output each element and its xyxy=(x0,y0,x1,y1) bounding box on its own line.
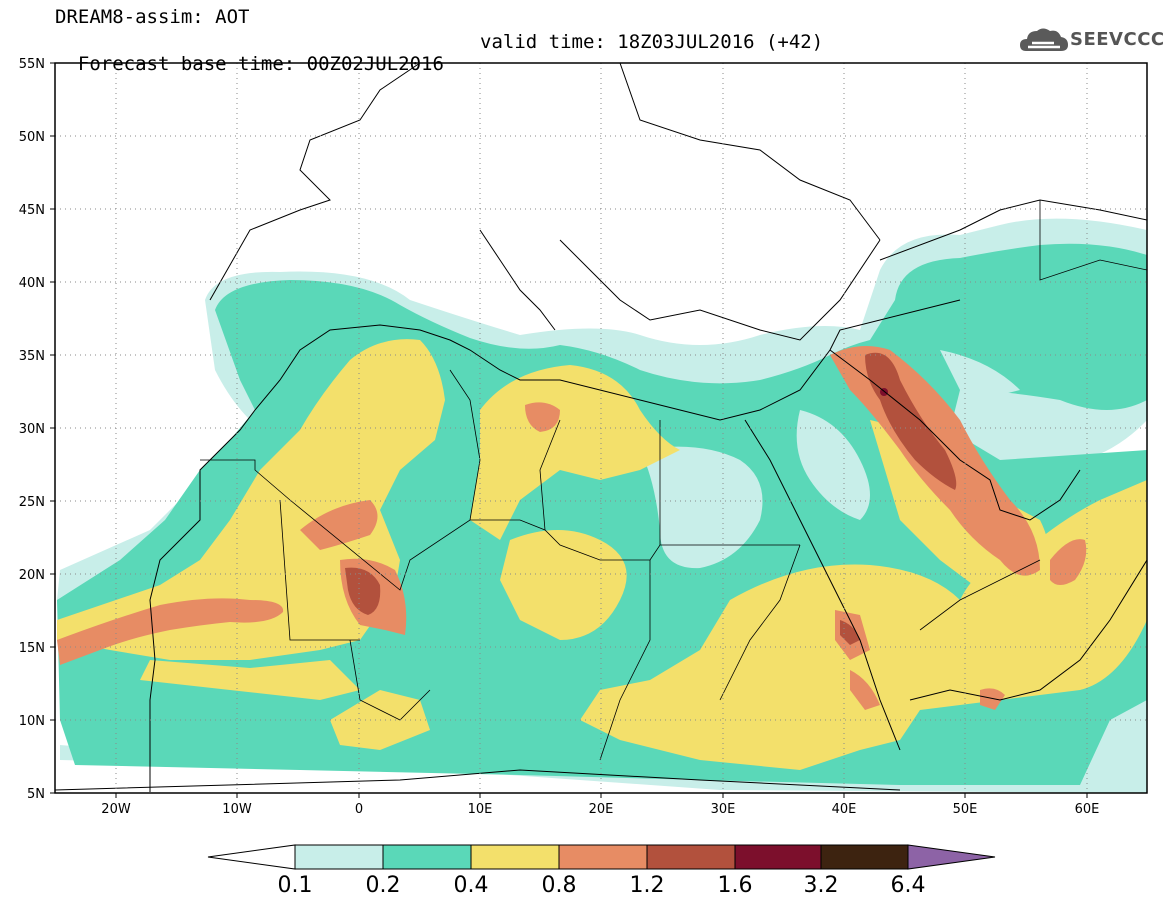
colorbar-swatch-3.2 xyxy=(820,844,909,870)
colorbar-label: 1.6 xyxy=(718,873,753,898)
colorbar-label: 0.4 xyxy=(454,873,489,898)
colorbar-label: 6.4 xyxy=(891,873,926,898)
y-tick-20n: 20N xyxy=(19,568,45,583)
colorbar-swatch-1.2 xyxy=(646,844,736,870)
map-title: DREAM8-assim: AOT xyxy=(55,6,250,28)
y-axis-labels: 55N 50N 45N 40N 35N 30N 25N 20N 15N 10N … xyxy=(19,57,45,802)
y-tick-15n: 15N xyxy=(19,641,45,656)
x-tick-60e: 60E xyxy=(1075,802,1100,817)
logo-text: SEEVCCC xyxy=(1070,29,1165,50)
seevccc-logo: SEEVCCC xyxy=(1018,23,1164,57)
colorbar-swatch-0.4 xyxy=(470,844,560,870)
colorbar-label: 3.2 xyxy=(804,873,839,898)
coastlines xyxy=(55,63,1147,792)
colorbar-swatch-0.8 xyxy=(558,844,648,870)
colorbar-swatch-1.6 xyxy=(734,844,822,870)
grid-lines xyxy=(55,63,1147,793)
x-tick-50e: 50E xyxy=(953,802,978,817)
aot-level-1.2 xyxy=(345,352,957,645)
x-tick-10e: 10E xyxy=(468,802,493,817)
y-tick-40n: 40N xyxy=(19,276,45,291)
y-tick-45n: 45N xyxy=(19,203,45,218)
valid-time: valid time: 18Z03JUL2016 (+42) xyxy=(480,31,824,53)
axis-ticks xyxy=(50,62,1088,798)
aot-level-0.1-islands xyxy=(640,350,1020,569)
y-tick-10n: 10N xyxy=(19,714,45,729)
colorbar-label: 0.2 xyxy=(366,873,401,898)
colorbar-label: 0.8 xyxy=(542,873,577,898)
y-tick-50n: 50N xyxy=(19,130,45,145)
x-tick-20e: 20E xyxy=(589,802,614,817)
x-tick-0: 0 xyxy=(355,802,363,817)
colorbar-label: 0.1 xyxy=(278,873,313,898)
colorbar-over-arrow xyxy=(907,844,996,870)
x-tick-20w: 20W xyxy=(101,802,131,817)
y-tick-35n: 35N xyxy=(19,349,45,364)
x-axis-labels: 20W 10W 0 10E 20E 30E 40E 50E 60E xyxy=(101,802,1099,817)
x-tick-10w: 10W xyxy=(222,802,252,817)
colorbar-label: 1.2 xyxy=(630,873,665,898)
y-tick-30n: 30N xyxy=(19,422,45,437)
borders xyxy=(200,200,1147,761)
colorbar-under-arrow xyxy=(207,844,296,870)
colorbar-labels: 0.1 0.2 0.4 0.8 1.2 1.6 3.2 6.4 xyxy=(278,873,926,898)
colorbar-swatch-0.2 xyxy=(382,844,472,870)
y-tick-25n: 25N xyxy=(19,495,45,510)
cloud-icon xyxy=(1020,28,1068,51)
colorbar xyxy=(207,844,996,870)
colorbar-swatch-0.1 xyxy=(294,844,384,870)
y-tick-55n: 55N xyxy=(19,57,45,72)
x-tick-30e: 30E xyxy=(711,802,736,817)
y-tick-5n: 5N xyxy=(27,787,45,802)
aot-fields xyxy=(57,218,1147,793)
x-tick-40e: 40E xyxy=(832,802,857,817)
